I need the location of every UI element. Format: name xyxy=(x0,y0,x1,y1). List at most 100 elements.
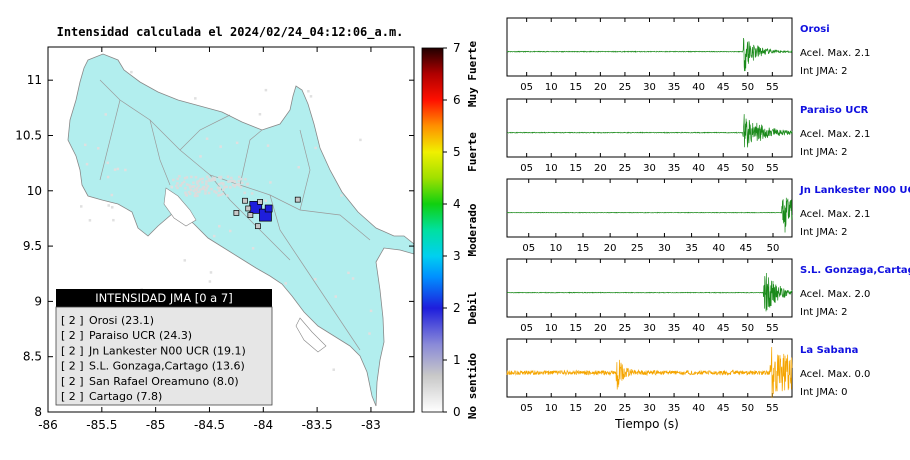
town-marker xyxy=(201,186,205,189)
town-marker xyxy=(232,179,235,183)
waveform-tick-label: 35 xyxy=(668,323,681,334)
waveform-tick-label: 15 xyxy=(569,163,582,174)
town-marker xyxy=(182,180,186,184)
waveform-max-accel: Acel. Max. 2.1 xyxy=(800,129,870,140)
town-marker xyxy=(369,309,373,313)
town-marker xyxy=(196,186,199,190)
town-marker xyxy=(110,206,114,209)
waveform-tick-label: 55 xyxy=(766,323,779,334)
waveform-tick-label: 15 xyxy=(577,243,590,254)
town-marker xyxy=(185,176,189,179)
town-marker xyxy=(206,184,210,188)
map-towns xyxy=(80,70,373,371)
waveform-frame xyxy=(506,178,793,238)
legend-header: INTENSIDAD JMA [0 a 7] xyxy=(95,291,232,305)
map-y-tick-label: 9 xyxy=(34,294,42,308)
town-marker xyxy=(116,167,120,171)
legend-item-station: S.L. Gonzaga,Cartago (13.6) xyxy=(89,360,245,373)
legend-item-station: Cartago (7.8) xyxy=(89,390,162,403)
colorbar-tick-label: 0 xyxy=(453,405,461,419)
waveform-tick-label: 05 xyxy=(520,163,533,174)
waveform-tick-label: 10 xyxy=(545,163,558,174)
town-marker xyxy=(178,175,181,178)
town-marker xyxy=(204,189,207,192)
town-marker xyxy=(184,191,187,195)
town-marker xyxy=(332,368,335,371)
waveform-panel: 05 10 15 20 25 30 35 40 45 50 55 S.L. Gonzaga,Carta… xyxy=(506,258,910,334)
town-marker xyxy=(218,189,221,192)
colorbar-tick-label: 3 xyxy=(453,249,461,263)
waveform-frame xyxy=(506,338,793,398)
colorbar-ticks: 0 1 2 3 4 5 6 7 xyxy=(443,41,461,419)
waveform-tick-label: 20 xyxy=(604,243,617,254)
town-marker xyxy=(183,176,187,180)
town-marker xyxy=(210,179,214,182)
colorbar-tick-label: 6 xyxy=(453,93,461,107)
town-marker xyxy=(188,192,192,196)
town-marker xyxy=(196,180,199,184)
town-marker xyxy=(219,193,222,197)
waveform-trace xyxy=(506,346,793,399)
town-marker xyxy=(233,185,237,188)
waveform-panel: 05 10 15 20 25 30 35 40 45 50 55 Paraiso UCR Acel. M… xyxy=(506,98,870,174)
town-marker xyxy=(179,184,183,187)
waveform-tick-label: 05 xyxy=(522,243,535,254)
colorbar-scale xyxy=(421,47,444,413)
town-marker xyxy=(204,192,207,195)
station-marker xyxy=(255,223,261,230)
town-marker xyxy=(124,168,127,172)
town-marker xyxy=(227,180,230,183)
waveform-tick-label: 40 xyxy=(692,163,705,174)
waveform-panel: 05 10 15 20 25 30 35 40 45 50 55 La Sabana Acel. Max… xyxy=(506,338,870,414)
map-y-tick-label: 8 xyxy=(34,405,42,419)
town-marker xyxy=(199,178,202,181)
waveform-panel: 05 10 15 20 25 30 35 40 45 50 55 Orosi Acel. Max. 2.… xyxy=(506,17,870,93)
waveform-tick-label: 40 xyxy=(692,82,705,93)
waveform-max-accel: Acel. Max. 2.0 xyxy=(800,289,870,300)
waveform-jma-intensity: Int JMA: 2 xyxy=(800,147,848,158)
town-marker xyxy=(188,184,191,187)
town-marker xyxy=(192,185,195,188)
town-marker xyxy=(218,186,222,190)
station-marker xyxy=(294,196,301,203)
town-marker xyxy=(170,185,173,189)
town-marker xyxy=(199,155,202,158)
map-y-tick-label: 8.5 xyxy=(23,350,42,364)
town-marker xyxy=(88,219,92,222)
town-marker xyxy=(222,183,225,186)
map-panel: -86 -85.5 -85 -84.5 -84 -83.5 -83 8 8.5 9 9.5 10 10… xyxy=(15,46,415,432)
town-marker xyxy=(80,205,83,208)
waveform-tick-label: 45 xyxy=(739,243,752,254)
waveform-tick-label: 30 xyxy=(643,163,656,174)
town-marker xyxy=(196,190,200,194)
waveform-tick-label: 50 xyxy=(741,403,754,414)
waveform-tick-label: 30 xyxy=(643,403,656,414)
town-marker xyxy=(207,191,211,195)
legend-item-station: Jn Lankester N00 UCR (19.1) xyxy=(88,344,246,357)
town-marker xyxy=(213,176,216,180)
colorbar-category-label: No sentido xyxy=(466,353,479,420)
map-y-tick-label: 10.5 xyxy=(15,128,42,142)
town-marker xyxy=(194,175,198,179)
map-x-axis: -86 -85.5 -85 -84.5 -84 -83.5 -83 xyxy=(38,47,381,432)
town-marker xyxy=(209,271,213,274)
town-marker xyxy=(196,182,199,185)
town-marker xyxy=(176,177,179,181)
town-marker xyxy=(334,295,338,298)
waveform-tick-label: 40 xyxy=(692,323,705,334)
waveform-tick-label: 30 xyxy=(643,82,656,93)
station-marker xyxy=(233,210,240,216)
waveform-tick-label: 20 xyxy=(594,403,607,414)
waveform-tick-label: 30 xyxy=(643,323,656,334)
waveform-max-accel: Acel. Max. 2.1 xyxy=(800,48,870,59)
town-marker xyxy=(195,188,198,192)
waveform-trace xyxy=(506,197,793,233)
town-marker xyxy=(113,168,117,171)
town-marker xyxy=(198,190,201,194)
waveform-tick-label: 25 xyxy=(619,403,632,414)
colorbar-tick-label: 4 xyxy=(453,197,461,211)
town-marker xyxy=(181,182,184,185)
town-marker xyxy=(251,247,255,250)
waveform-tick-label: 20 xyxy=(594,323,607,334)
town-marker xyxy=(240,177,243,181)
